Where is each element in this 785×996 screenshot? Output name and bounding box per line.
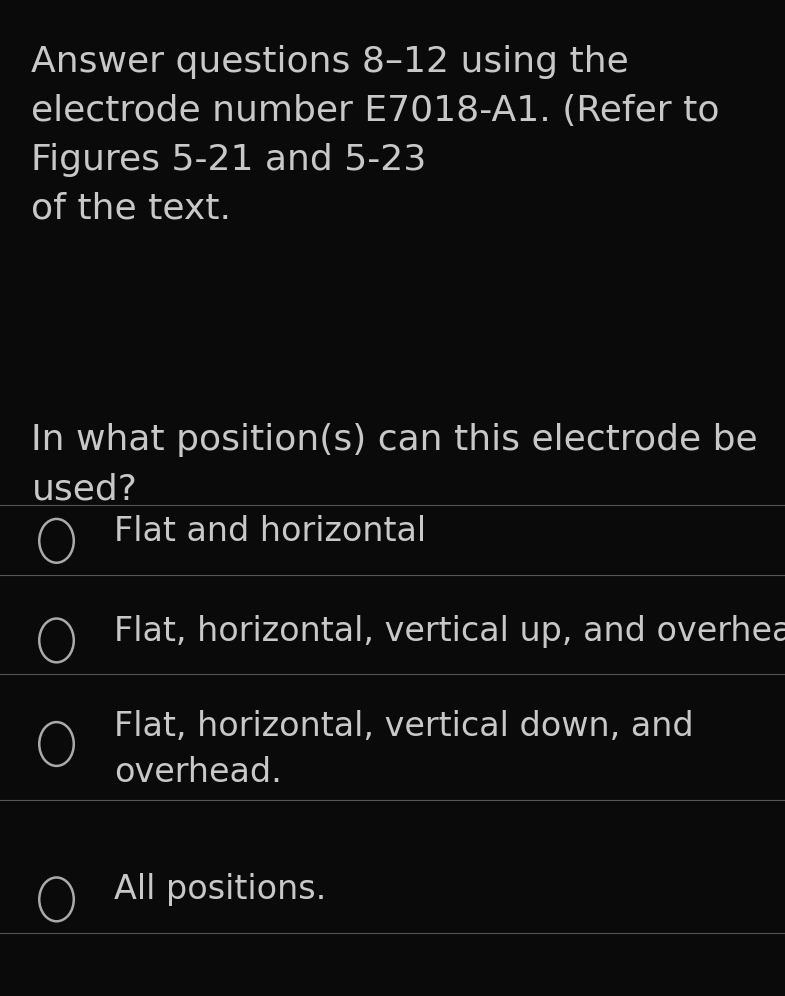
Text: In what position(s) can this electrode be
used?: In what position(s) can this electrode b… — [31, 423, 758, 506]
Text: Flat, horizontal, vertical down, and
overhead.: Flat, horizontal, vertical down, and ove… — [114, 710, 693, 789]
Text: Answer questions 8–12 using the
electrode number E7018-A1. (Refer to
Figures 5-2: Answer questions 8–12 using the electrod… — [31, 45, 720, 225]
Text: All positions.: All positions. — [114, 873, 327, 906]
Text: Flat and horizontal: Flat and horizontal — [114, 515, 426, 548]
Text: Flat, horizontal, vertical up, and overhead: Flat, horizontal, vertical up, and overh… — [114, 615, 785, 647]
